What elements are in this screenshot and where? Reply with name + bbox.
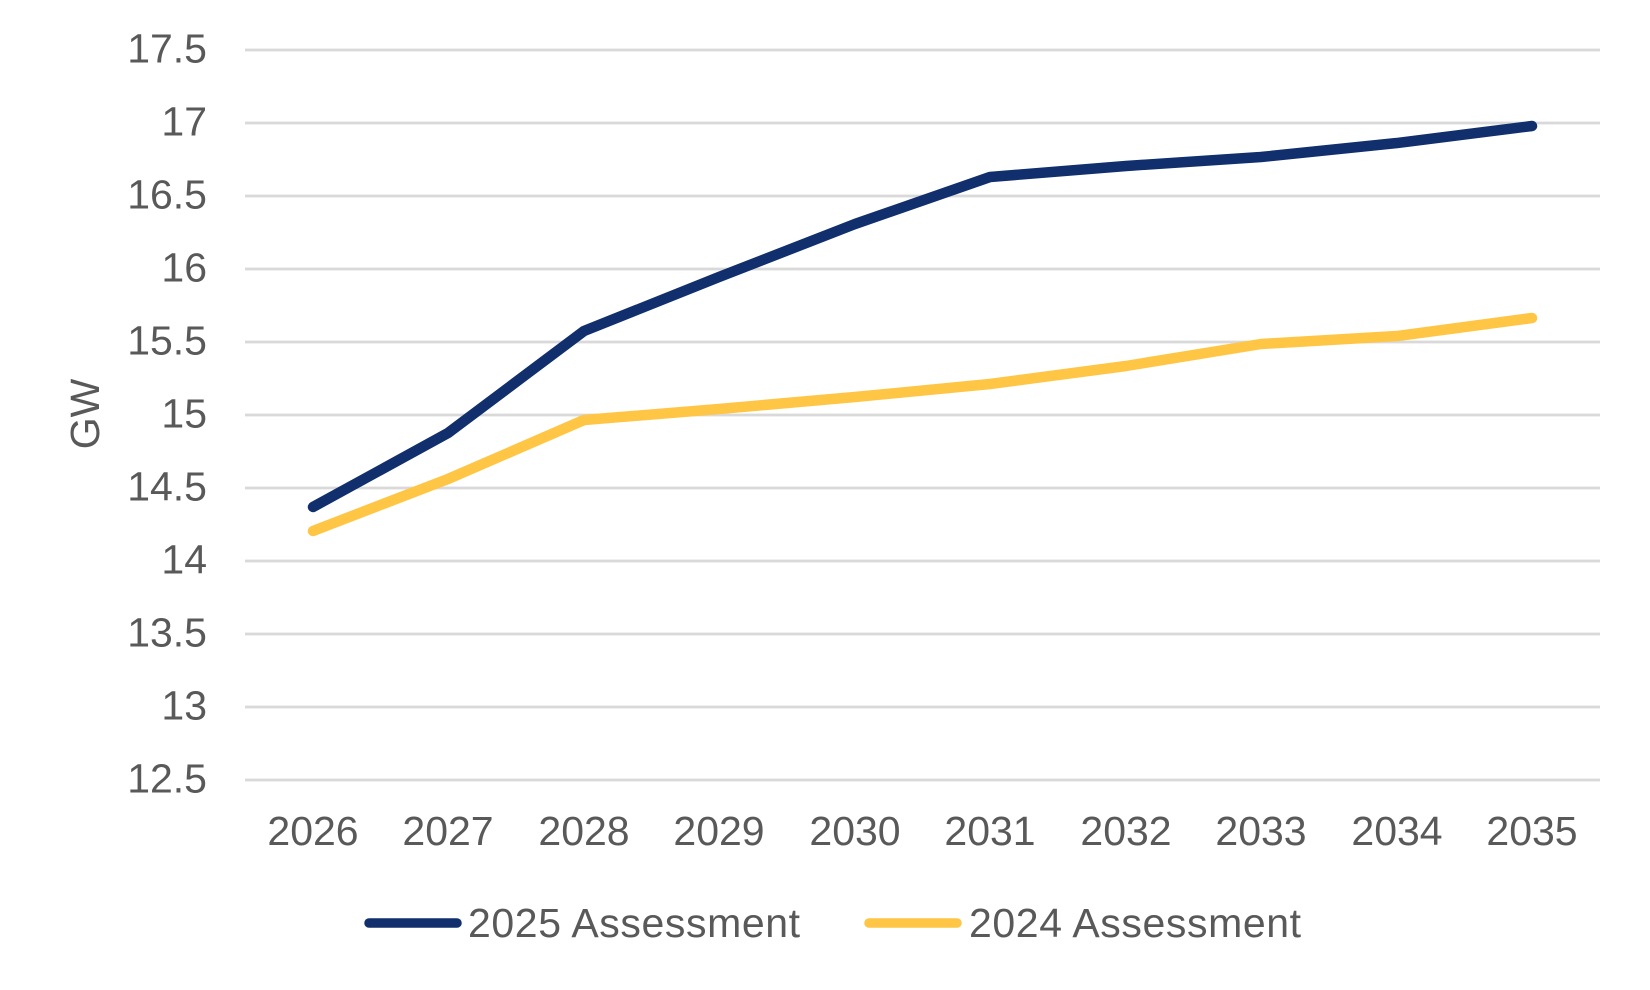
svg-text:12.5: 12.5: [127, 756, 207, 802]
svg-text:13.5: 13.5: [127, 610, 207, 656]
svg-text:15: 15: [161, 391, 207, 437]
svg-text:2033: 2033: [1215, 808, 1306, 854]
svg-text:2032: 2032: [1080, 808, 1171, 854]
svg-text:GW: GW: [62, 378, 108, 449]
svg-text:2031: 2031: [944, 808, 1035, 854]
svg-text:14: 14: [161, 537, 207, 583]
svg-text:2030: 2030: [809, 808, 900, 854]
svg-text:17.5: 17.5: [127, 26, 207, 72]
svg-text:2024 Assessment: 2024 Assessment: [969, 900, 1302, 946]
svg-text:16.5: 16.5: [127, 172, 207, 218]
svg-text:2029: 2029: [673, 808, 764, 854]
svg-text:2025 Assessment: 2025 Assessment: [468, 900, 801, 946]
svg-text:16: 16: [161, 245, 207, 291]
svg-text:2027: 2027: [402, 808, 493, 854]
svg-text:2028: 2028: [538, 808, 629, 854]
svg-text:15.5: 15.5: [127, 318, 207, 364]
svg-text:2035: 2035: [1486, 808, 1577, 854]
svg-text:2026: 2026: [267, 808, 358, 854]
svg-text:14.5: 14.5: [127, 464, 207, 510]
svg-text:2034: 2034: [1351, 808, 1442, 854]
svg-text:17: 17: [161, 99, 207, 145]
svg-text:13: 13: [161, 683, 207, 729]
